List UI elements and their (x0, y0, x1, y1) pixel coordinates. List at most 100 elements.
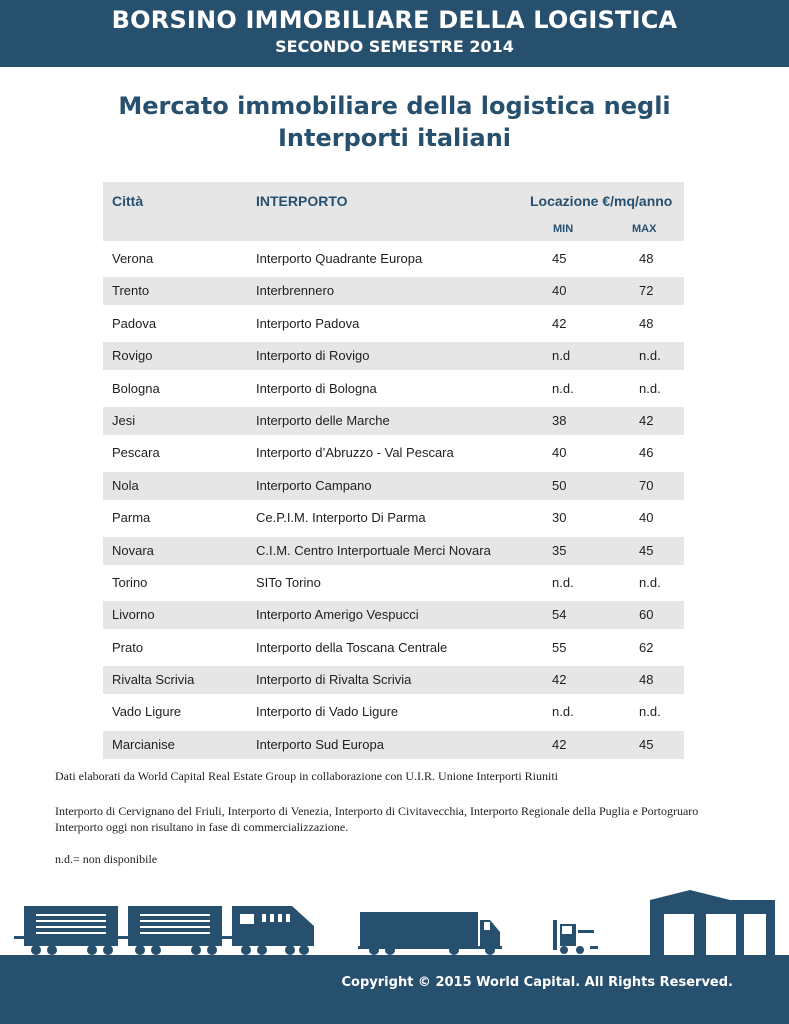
cell-max: 72 (639, 283, 654, 299)
cell-city: Pescara (112, 445, 160, 461)
cell-city: Marcianise (112, 736, 175, 752)
column-header-min: MIN (553, 223, 574, 235)
cell-city: Vado Ligure (112, 704, 182, 720)
table-row: Livorno Interporto Amerigo Vespucci 54 60 (103, 601, 684, 630)
table-row: Novara C.I.M. Centro Interportuale Merci … (103, 536, 684, 565)
page-title-line-2: Interporti italiani (277, 124, 511, 152)
cell-city: Parma (112, 510, 151, 526)
cell-interporto: Interporto di Rovigo (256, 348, 370, 364)
cell-city: Bologna (112, 380, 160, 396)
cell-min: 30 (552, 510, 567, 526)
cell-interporto: Interporto d’Abruzzo - Val Pescara (256, 445, 454, 461)
table-row: Pescara Interporto d’Abruzzo - Val Pescar… (103, 439, 684, 467)
cell-interporto: Interporto di Bologna (256, 380, 377, 396)
table-row: Verona Interporto Quadrante Europa 45 48 (103, 245, 684, 273)
cell-interporto: Interporto Campano (256, 477, 372, 493)
cell-max: 45 (639, 542, 654, 558)
cell-city: Rovigo (112, 348, 153, 364)
cell-max: 48 (639, 315, 654, 331)
cell-max: 60 (639, 607, 654, 623)
cell-interporto: Interporto della Toscana Centrale (256, 639, 448, 655)
cell-max: 48 (639, 251, 654, 266)
cell-interporto: Interporto di Vado Ligure (256, 704, 399, 720)
cell-max: 62 (639, 639, 654, 655)
cell-city: Verona (112, 251, 154, 266)
column-header-max: MAX (632, 223, 657, 235)
cell-city: Livorno (112, 607, 155, 623)
cell-interporto: C.I.M. Centro Interportuale Merci Novara (256, 542, 491, 558)
column-header-interporto: INTERPORTO (256, 193, 348, 209)
cell-min: 35 (552, 542, 567, 558)
cell-max: n.d. (639, 704, 661, 720)
cell-max: 70 (639, 477, 654, 493)
top-banner: BORSINO IMMOBILIARE DELLA LOGISTICA SECO… (0, 0, 789, 67)
table-row: Trento Interbrennero 40 72 (103, 277, 684, 306)
column-header-city: Città (112, 193, 144, 209)
table-row: Rivalta Scrivia Interporto di Rivalta Scr… (103, 666, 684, 695)
cell-min: 40 (552, 445, 567, 461)
copyright-text: Copyright © 2015 World Capital. All Righ… (341, 975, 733, 990)
table-row: Vado Ligure Interporto di Vado Ligure n.d.… (103, 698, 684, 726)
cell-interporto: Interbrennero (256, 283, 335, 299)
excluded-note: Interporto di Cervignano del Friuli, Int… (55, 804, 699, 834)
cell-min: 38 (552, 412, 567, 428)
source-note: Dati elaborati da World Capital Real Est… (55, 769, 559, 783)
cell-city: Rivalta Scrivia (112, 672, 195, 688)
legend-note: n.d.= non disponibile (55, 852, 158, 866)
cell-max: n.d. (639, 574, 661, 590)
cell-max: 42 (639, 412, 654, 428)
cell-city: Padova (112, 315, 157, 331)
cell-min: 55 (552, 639, 567, 655)
cell-max: 40 (639, 510, 654, 526)
cell-city: Novara (112, 542, 154, 558)
table-row: Bologna Interporto di Bologna n.d. n.d. (103, 375, 684, 403)
cell-max: n.d. (639, 348, 661, 364)
page-title: Mercato immobiliare della logistica negl… (0, 90, 789, 154)
table-row: Rovigo Interporto di Rovigo n.d n.d. (103, 342, 684, 371)
cell-min: n.d. (552, 380, 574, 396)
forklift-icon (553, 920, 598, 954)
page-title-line-1: Mercato immobiliare della logistica negl… (118, 92, 671, 120)
table-body: Verona Interporto Quadrante Europa 45 48 Tre… (103, 245, 684, 759)
cell-min: n.d. (552, 574, 574, 590)
cell-min: 42 (552, 736, 567, 752)
cell-city: Prato (112, 639, 144, 655)
cell-min: 42 (552, 315, 567, 331)
cell-min: n.d (552, 348, 571, 364)
cell-interporto: Interporto delle Marche (256, 412, 390, 428)
cell-min: 45 (552, 251, 567, 266)
table-header: Città INTERPORTO Locazione €/mq/anno MIN… (103, 182, 684, 241)
table-row: Padova Interporto Padova 42 48 (103, 310, 684, 338)
table-row: Jesi Interporto delle Marche 38 42 (103, 406, 684, 435)
cell-interporto: Interporto Amerigo Vespucci (256, 607, 419, 623)
cell-city: Trento (112, 283, 150, 299)
table-row: Marcianise Interporto Sud Europa 42 45 (103, 730, 684, 759)
cell-city: Torino (112, 574, 148, 590)
table-row: Parma Ce.P.I.M. Interporto Di Parma 30 40 (103, 504, 684, 532)
footer-bar: Copyright © 2015 World Capital. All Righ… (0, 955, 789, 1024)
column-header-location: Locazione €/mq/anno (530, 193, 673, 209)
cell-interporto: Interporto di Rivalta Scrivia (256, 672, 412, 688)
cell-city: Nola (112, 477, 139, 493)
cell-max: 46 (639, 445, 654, 461)
cell-interporto: Interporto Sud Europa (256, 736, 384, 752)
cell-max: 48 (639, 672, 654, 688)
cell-max: 45 (639, 736, 654, 752)
cell-interporto: Interporto Quadrante Europa (256, 251, 423, 266)
cell-min: n.d. (552, 704, 574, 720)
banner-title: BORSINO IMMOBILIARE DELLA LOGISTICA (111, 6, 678, 34)
cell-min: 42 (552, 672, 567, 688)
train-icon (14, 906, 314, 955)
logistics-illustration (14, 890, 775, 956)
banner-subtitle: SECONDO SEMESTRE 2014 (275, 37, 514, 56)
rent-table: Città INTERPORTO Locazione €/mq/anno MIN… (103, 182, 684, 759)
cell-min: 54 (552, 607, 567, 623)
truck-icon (358, 912, 502, 955)
cell-interporto: SITo Torino (256, 574, 321, 590)
cell-interporto: Interporto Padova (256, 315, 360, 331)
cell-interporto: Ce.P.I.M. Interporto Di Parma (256, 510, 426, 526)
cell-city: Jesi (112, 412, 136, 428)
cell-max: n.d. (639, 380, 661, 396)
table-row: Prato Interporto della Toscana Centrale 55… (103, 634, 684, 662)
table-row: Torino SITo Torino n.d. n.d. (103, 569, 684, 597)
